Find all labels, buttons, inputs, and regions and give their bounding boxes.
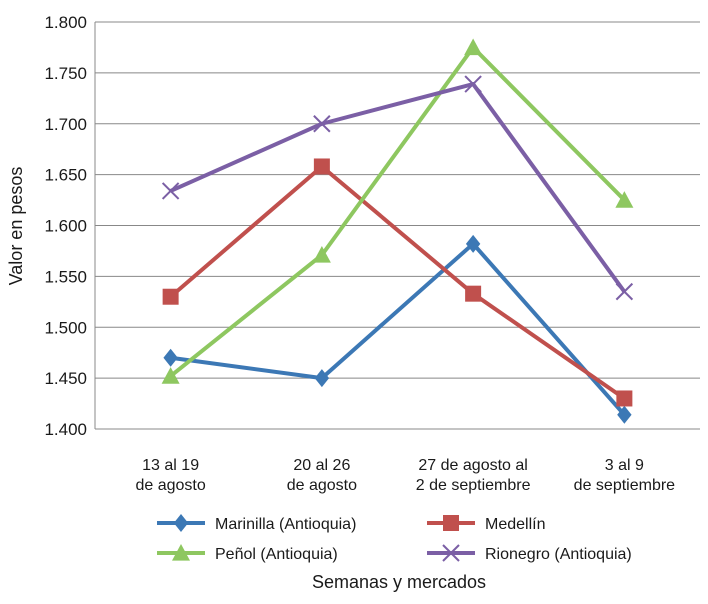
data-point-square (465, 285, 482, 302)
data-point-triangle (172, 544, 190, 561)
x-category-label: 3 al 9 de septiembre (574, 457, 675, 494)
data-point-triangle (161, 367, 180, 384)
series-line (169, 82, 626, 293)
data-point-x (615, 282, 634, 301)
data-point-diamond (163, 348, 178, 367)
y-axis-tick-labels: 1.400 1.450 1.500 1.550 1.600 1.650 1.700 1.750… (44, 13, 87, 439)
series-lines (161, 38, 634, 424)
y-tick-label: 1.650 (44, 166, 87, 185)
legend-label: Peñol (Antioquia) (215, 546, 338, 563)
data-point-diamond (314, 369, 330, 388)
x-category-label-line: 13 al 19 (142, 457, 199, 474)
series-line (170, 241, 626, 417)
legend-item: Rionegro (Antioquia) (427, 544, 632, 563)
series (163, 234, 632, 424)
data-point-diamond (465, 234, 481, 253)
y-tick-label: 1.800 (44, 13, 87, 32)
legend-label: Rionegro (Antioquia) (485, 546, 632, 563)
data-point-triangle (312, 246, 331, 263)
x-category-label-line: de agosto (135, 477, 205, 494)
data-point-x (161, 182, 180, 200)
legend-item: Peñol (Antioquia) (157, 544, 338, 563)
x-category-label-line: de septiembre (574, 477, 675, 494)
x-category-label: 13 al 19 de agosto (135, 457, 205, 494)
series (161, 75, 634, 301)
x-category-label-line: de agosto (287, 477, 357, 494)
x-axis-title: Semanas y mercados (312, 572, 486, 592)
legend: Marinilla (Antioquia) Medellín Peñol (Anti… (157, 514, 632, 563)
y-tick-label: 1.400 (44, 420, 87, 439)
y-axis-title: Valor en pesos (6, 167, 26, 286)
x-category-label-line: 20 al 26 (293, 457, 350, 474)
y-tick-label: 1.600 (44, 217, 87, 236)
y-tick-label: 1.450 (44, 369, 87, 388)
data-point-x (442, 544, 460, 562)
y-tick-label: 1.700 (44, 115, 87, 134)
x-category-label: 27 de agosto al 2 de septiembre (416, 457, 531, 494)
data-point-square (616, 390, 633, 407)
y-tick-label: 1.550 (44, 267, 87, 286)
series-line (169, 45, 626, 378)
x-category-label-line: 2 de septiembre (416, 477, 531, 494)
data-point-diamond (173, 514, 189, 532)
legend-label: Medellín (485, 516, 545, 533)
series-line (169, 164, 626, 401)
data-point-triangle (464, 38, 483, 56)
gridlines (94, 21, 700, 430)
data-point-square (443, 515, 459, 531)
data-point-square (162, 288, 179, 305)
legend-label: Marinilla (Antioquia) (215, 516, 356, 533)
legend-item: Marinilla (Antioquia) (157, 514, 356, 533)
data-point-square (313, 158, 330, 175)
legend-item: Medellín (427, 515, 545, 533)
x-axis-category-labels: 13 al 19 de agosto 20 al 26 de agosto 27 de … (135, 457, 675, 494)
x-category-label-line: 3 al 9 (605, 457, 644, 474)
series (162, 158, 633, 407)
x-category-label-line: 27 de agosto al (418, 457, 527, 474)
x-category-label: 20 al 26 de agosto (287, 457, 357, 494)
y-tick-label: 1.750 (44, 64, 87, 83)
data-point-triangle (615, 191, 634, 208)
data-point-diamond (617, 405, 632, 424)
data-point-x (313, 115, 331, 133)
y-tick-label: 1.500 (44, 318, 87, 337)
data-point-x (464, 75, 482, 93)
series (161, 38, 634, 384)
